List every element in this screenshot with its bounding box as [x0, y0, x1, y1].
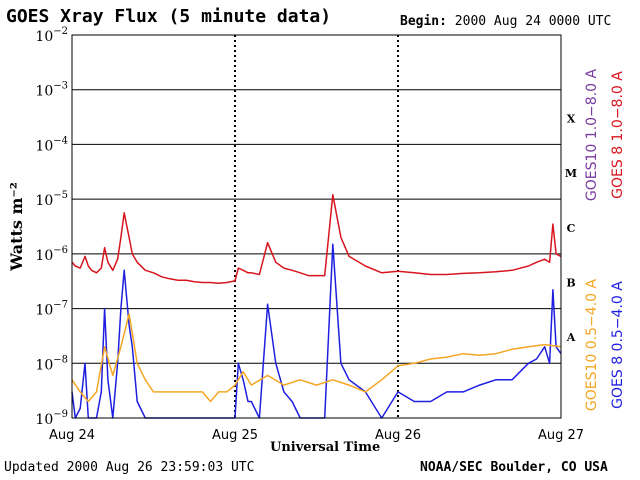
- updated-value: 2000 Aug 26 23:59:03 UTC: [66, 460, 255, 475]
- updated-timestamp: Updated 2000 Aug 26 23:59:03 UTC: [4, 460, 254, 475]
- series-line: [71, 243, 562, 419]
- y-tick-label: 10−5: [35, 190, 68, 209]
- begin-timestamp: Begin: 2000 Aug 24 0000 UTC: [400, 14, 611, 29]
- x-tick-label: Aug 27: [538, 428, 584, 443]
- y-axis-label: Watts m⁻²: [7, 182, 26, 272]
- y-tick-base: 10: [35, 138, 53, 154]
- y-tick-label: 10−8: [35, 354, 68, 373]
- legend-entry: GOES10 0.5−4.0 A: [584, 279, 600, 412]
- series-line: [71, 194, 562, 285]
- x-axis-label: Universal Time: [270, 440, 381, 455]
- y-tick-base: 10: [35, 412, 53, 428]
- legend-entry: GOES 8 0.5−4.0 A: [610, 281, 626, 409]
- begin-label: Begin:: [400, 14, 447, 29]
- updated-label: Updated: [4, 460, 59, 475]
- y-tick-base: 10: [35, 193, 53, 209]
- flare-class-label: X: [567, 112, 576, 125]
- x-tick-label: Aug 24: [49, 428, 95, 443]
- y-tick-exponent: −4: [53, 135, 68, 146]
- flare-class-label: A: [566, 331, 576, 344]
- y-tick-base: 10: [35, 248, 53, 264]
- y-tick-label: 10−6: [35, 245, 68, 264]
- y-tick-base: 10: [35, 303, 53, 319]
- y-tick-label: 10−3: [35, 81, 68, 100]
- y-tick-exponent: −9: [53, 409, 68, 420]
- y-tick-label: 10−7: [35, 300, 68, 319]
- legend-entry: GOES 8 1.0−8.0 A: [610, 71, 626, 199]
- y-tick-base: 10: [35, 357, 53, 373]
- legend-entry: GOES10 1.0−8.0 A: [584, 69, 600, 202]
- x-tick-label: Aug 25: [212, 428, 258, 443]
- y-tick-base: 10: [35, 84, 53, 100]
- flare-class-label: B: [566, 276, 575, 289]
- y-tick-exponent: −5: [53, 190, 68, 201]
- y-tick-label: 10−4: [35, 135, 68, 154]
- y-tick-base: 10: [35, 29, 53, 45]
- begin-value: 2000 Aug 24 0000 UTC: [454, 14, 612, 29]
- y-tick-exponent: −6: [53, 245, 68, 256]
- y-tick-exponent: −3: [53, 81, 68, 92]
- flare-class-label: C: [567, 222, 576, 235]
- chart-title: GOES Xray Flux (5 minute data): [6, 6, 332, 27]
- y-tick-label: 10−2: [35, 26, 68, 45]
- x-tick-label: Aug 26: [375, 428, 421, 443]
- y-tick-exponent: −8: [53, 354, 68, 365]
- y-tick-exponent: −7: [53, 300, 68, 311]
- plot-frame: [71, 34, 562, 419]
- y-tick-label: 10−9: [35, 409, 68, 428]
- flare-class-label: M: [565, 167, 577, 180]
- y-tick-exponent: −2: [53, 26, 68, 37]
- credit-text: NOAA/SEC Boulder, CO USA: [420, 460, 608, 475]
- series-line: [71, 313, 562, 403]
